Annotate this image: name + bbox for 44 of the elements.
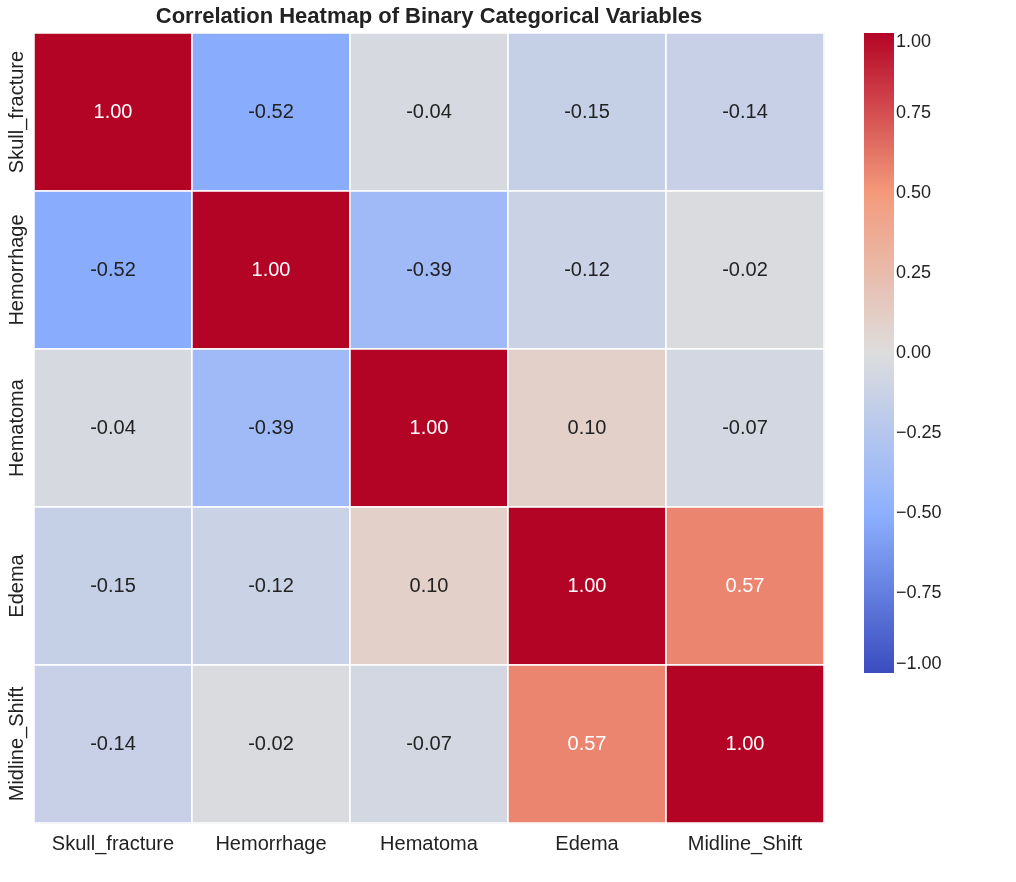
data-label: -0.02 — [248, 732, 294, 754]
color-bar-label: 0.50 — [896, 182, 932, 202]
data-label: -0.04 — [90, 416, 136, 438]
data-label: 1.00 — [409, 416, 449, 438]
data-label: -0.12 — [248, 574, 294, 596]
data-label: -0.14 — [90, 732, 136, 754]
data-label: -0.39 — [248, 416, 294, 438]
data-label: 0.57 — [567, 732, 607, 754]
x-tick-label: Hematoma — [380, 831, 479, 854]
y-tick-label: Edema — [4, 553, 27, 618]
data-label: -0.07 — [722, 416, 768, 438]
x-tick-label: Midline_Shift — [687, 831, 803, 855]
data-label: 0.10 — [567, 416, 607, 438]
data-label: -0.12 — [564, 258, 610, 280]
color-bar-label: −0.50 — [896, 502, 942, 522]
data-label: -0.07 — [406, 732, 452, 754]
color-bar-label: 0.75 — [896, 102, 932, 122]
y-tick-label: Hematoma — [4, 378, 27, 477]
data-label: 0.10 — [409, 574, 449, 596]
data-label: -0.39 — [406, 258, 452, 280]
data-label: -0.52 — [90, 258, 136, 280]
y-tick-label: Skull_fracture — [4, 50, 28, 174]
x-tick-label: Edema — [555, 831, 620, 854]
color-bar-label: −0.75 — [896, 582, 942, 602]
y-tick-label: Hemorrhage — [4, 214, 27, 326]
color-bar-label: 0.25 — [896, 262, 932, 282]
data-label: 1.00 — [93, 100, 133, 122]
x-tick-label: Hemorrhage — [215, 831, 327, 854]
data-label: -0.14 — [722, 100, 768, 122]
color-bar-label: −0.25 — [896, 422, 942, 442]
color-bar-label: 0.00 — [896, 342, 932, 362]
data-label: -0.02 — [722, 258, 768, 280]
chart-title: Correlation Heatmap of Binary Categorical Variables — [155, 3, 703, 29]
data-label: 0.57 — [725, 574, 765, 596]
data-label: 1.00 — [725, 732, 765, 754]
data-label: 1.00 — [251, 258, 291, 280]
data-label: -0.04 — [406, 100, 452, 122]
data-label: -0.15 — [90, 574, 136, 596]
data-label: -0.52 — [248, 100, 294, 122]
color-bar-label: −1.00 — [896, 653, 942, 673]
x-tick-label: Skull_fracture — [51, 831, 175, 855]
data-label: -0.15 — [564, 100, 610, 122]
color-bar-label: 1.00 — [896, 31, 932, 51]
data-label: 1.00 — [567, 574, 607, 596]
